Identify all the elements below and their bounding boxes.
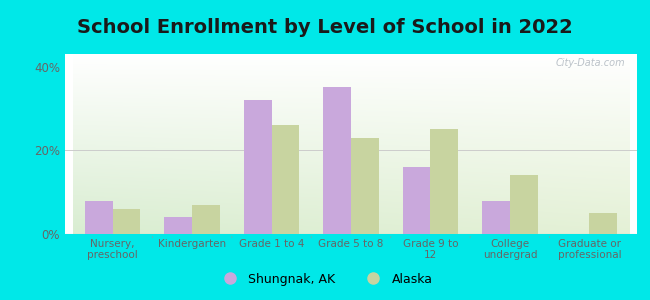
Bar (482, 200, 510, 234)
Text: City-Data.com: City-Data.com (556, 58, 625, 68)
Legend: Shungnak, AK, Alaska: Shungnak, AK, Alaska (212, 268, 438, 291)
Bar (244, 100, 272, 234)
Bar (351, 138, 379, 234)
Bar (112, 209, 140, 234)
Bar (430, 129, 458, 234)
Bar (192, 205, 220, 234)
Bar (323, 88, 351, 234)
Bar (402, 167, 430, 234)
Bar (272, 125, 300, 234)
Bar (510, 176, 538, 234)
Bar (164, 217, 192, 234)
Bar (590, 213, 617, 234)
Text: School Enrollment by Level of School in 2022: School Enrollment by Level of School in … (77, 18, 573, 37)
Bar (85, 200, 112, 234)
